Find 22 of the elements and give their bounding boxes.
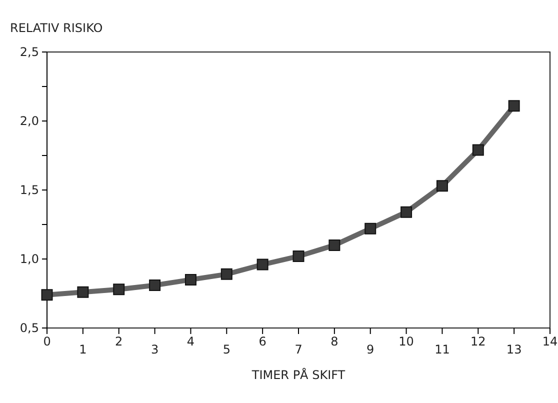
x2-tick-label: 9 [366,342,374,357]
x-axis-title: TIMER PÅ SKIFT [250,367,346,382]
x2-tick-label: 7 [294,342,302,357]
y-tick-label: 2,0 [20,114,39,128]
x2-tick-label: 13 [506,342,522,357]
y-tick-label: 0,5 [20,320,39,335]
x-tick-label: 0 [43,334,51,349]
x2-tick-label: 1 [79,342,87,357]
x-tick-label: 12 [470,334,486,349]
y-tick-label: 1,0 [20,252,39,266]
x-tick-label: 8 [330,334,338,349]
x-tick-label: 14 [542,334,558,349]
x2-tick-label: 3 [150,342,159,357]
x2-tick-label: 11 [434,342,450,357]
y-tick-label: 1,5 [20,182,39,197]
x-tick-label: 4 [186,334,195,349]
x-tick-label: 6 [258,334,266,349]
y-axis-title: RELATIV RISIKO [10,21,103,35]
y-tick-label: 2,5 [20,44,39,59]
x-tick-label: 10 [398,334,414,349]
x-tick-label: 2 [115,334,123,349]
x2-tick-label: 5 [222,342,230,357]
